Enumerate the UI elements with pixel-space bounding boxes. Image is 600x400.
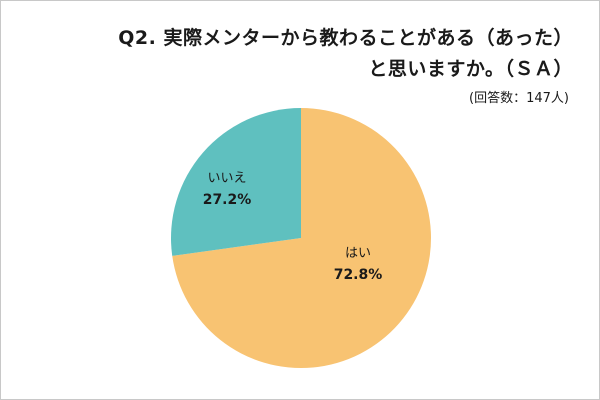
pie-slice-iie — [171, 108, 301, 256]
slice-label-hai: はい — [345, 246, 371, 261]
pie-slice-hai — [172, 108, 431, 368]
slice-value-iie: 27.2% — [203, 192, 252, 208]
chart-title-line-1: Q2. 実際メンターから教わることがある（あった） — [118, 27, 573, 49]
chart-title-line-2: と思いますか。（ＳＡ） — [368, 58, 573, 80]
slice-value-hai: 72.8% — [334, 267, 383, 283]
respondent-count-note: (回答数：147人) — [469, 91, 569, 106]
slice-label-iie: いいえ — [207, 171, 246, 186]
